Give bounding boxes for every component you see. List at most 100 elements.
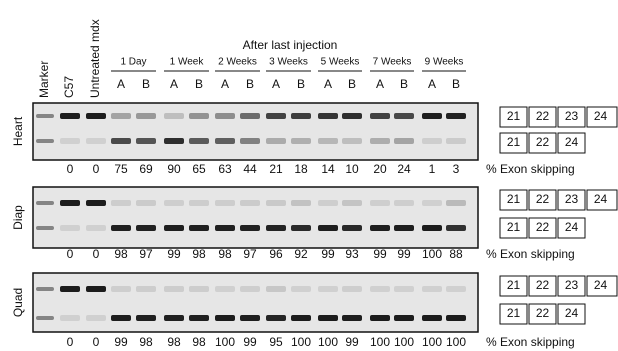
skipped-band (111, 138, 131, 144)
skipped-band (240, 315, 260, 321)
exon-number: 22 (536, 278, 550, 292)
skipped-band (291, 315, 311, 321)
exon-skipping-value: 99 (373, 247, 387, 261)
marker-band (36, 114, 54, 118)
skipped-band (60, 138, 80, 144)
exon-skipping-value: 75 (114, 162, 128, 176)
full-length-band (189, 113, 209, 119)
full-length-band (215, 113, 235, 119)
exon-skipping-value: 0 (67, 335, 74, 349)
exon-number: 23 (565, 192, 579, 206)
exon-skipping-value: 65 (192, 162, 206, 176)
exon-box (557, 303, 586, 325)
skipped-band (318, 315, 338, 321)
skipped-band (60, 315, 80, 321)
exon-skipping-value: 93 (345, 247, 359, 261)
exon-skipping-value: 20 (373, 162, 387, 176)
group-label: 1 Week (170, 57, 205, 68)
exon-skipping-value: 0 (93, 335, 100, 349)
exon-number: 21 (507, 109, 521, 123)
lane-label: A (170, 77, 178, 91)
skipped-band (370, 315, 390, 321)
full-length-band (86, 200, 106, 206)
gel (32, 186, 479, 249)
skipped-band (86, 138, 106, 144)
skipped-band (136, 138, 156, 144)
marker-band (36, 316, 54, 320)
exon-box (499, 132, 528, 154)
lane-label: B (195, 77, 203, 91)
skipped-band (422, 315, 442, 321)
exon-number: 22 (536, 135, 550, 149)
full-length-band (342, 286, 362, 292)
panel-label: Quad (11, 288, 25, 317)
full-length-band (342, 113, 362, 119)
exon-skipping-value: 98 (114, 247, 128, 261)
lane-label: A (376, 77, 384, 91)
full-length-band (446, 200, 466, 206)
skipped-band (111, 315, 131, 321)
full-length-band (266, 286, 286, 292)
exon-box (499, 217, 528, 239)
exon-box (557, 132, 586, 154)
skipped-band (240, 225, 260, 231)
exon-box (499, 303, 528, 325)
skipped-band (164, 225, 184, 231)
exon-skipping-value: 10 (345, 162, 359, 176)
exon-number: 24 (565, 220, 579, 234)
exon-skipping-value: 3 (453, 162, 460, 176)
full-length-band (86, 286, 106, 292)
full-length-band (240, 113, 260, 119)
full-length-band (266, 200, 286, 206)
panel-label: Diap (11, 205, 25, 230)
exon-skipping-value: 96 (269, 247, 283, 261)
skipped-band (164, 315, 184, 321)
exon-number: 23 (565, 109, 579, 123)
full-length-band (446, 113, 466, 119)
lane-label: A (117, 77, 125, 91)
exon-skipping-value: 0 (93, 162, 100, 176)
exon-skipping-value: 63 (218, 162, 232, 176)
exon-number: 22 (536, 306, 550, 320)
lane-label: C57 (62, 76, 76, 98)
skipped-band (60, 225, 80, 231)
full-length-band (164, 113, 184, 119)
gel (32, 272, 479, 333)
exon-skipping-value: 100 (422, 247, 442, 261)
skipped-band (266, 315, 286, 321)
exon-skipping-label: % Exon skipping (486, 335, 575, 349)
lane-label: A (221, 77, 229, 91)
full-length-band (60, 113, 80, 119)
exon-skipping-value: 100 (318, 335, 338, 349)
full-length-band (370, 286, 390, 292)
exon-box (499, 275, 528, 297)
full-length-band (422, 113, 442, 119)
skipped-band (291, 225, 311, 231)
full-length-band (111, 286, 131, 292)
skipped-band (164, 138, 184, 144)
full-length-band (318, 113, 338, 119)
exon-box (557, 217, 586, 239)
exon-skipping-value: 98 (192, 247, 206, 261)
exon-number: 22 (536, 220, 550, 234)
exon-skipping-value: 97 (139, 247, 153, 261)
exon-skipping-value: 100 (422, 335, 442, 349)
skipped-band (266, 225, 286, 231)
exon-box (528, 303, 557, 325)
lane-label: B (142, 77, 150, 91)
lane-label: Untreated mdx (88, 19, 102, 98)
exon-skipping-value: 0 (67, 247, 74, 261)
skipped-band (136, 315, 156, 321)
full-length-band (394, 113, 414, 119)
full-length-band (291, 113, 311, 119)
skipped-band (422, 225, 442, 231)
full-length-band (189, 200, 209, 206)
exon-skipping-value: 90 (167, 162, 181, 176)
full-length-band (422, 200, 442, 206)
skipped-band (370, 225, 390, 231)
exon-number: 24 (594, 278, 608, 292)
full-length-band (136, 286, 156, 292)
lane-label: B (452, 77, 460, 91)
skipped-band (342, 138, 362, 144)
